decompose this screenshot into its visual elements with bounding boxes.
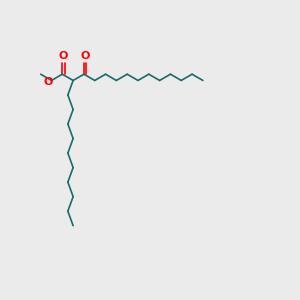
Text: O: O [59, 51, 68, 61]
Text: O: O [80, 51, 90, 61]
Text: O: O [43, 77, 52, 87]
